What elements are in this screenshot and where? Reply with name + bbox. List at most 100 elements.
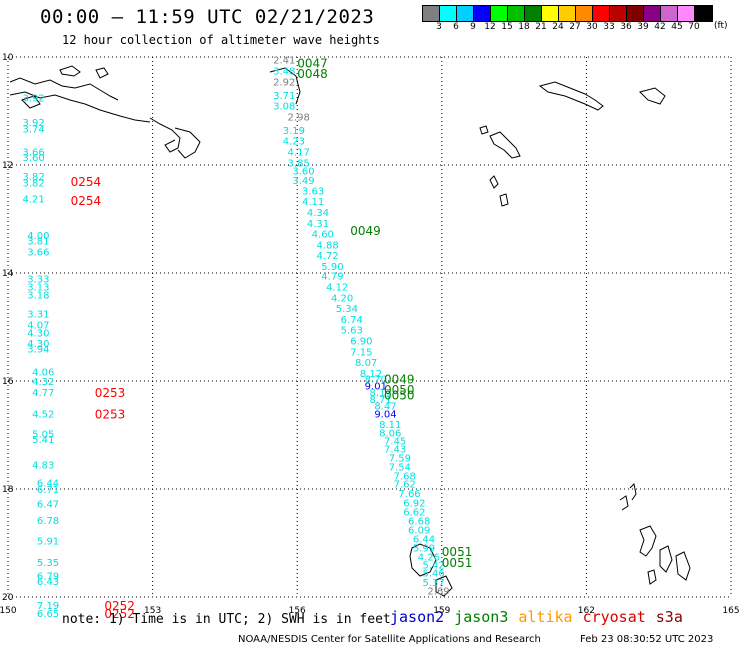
legend-tick-label: 18 (518, 22, 530, 32)
pass-time-label: 0050 (384, 383, 415, 397)
swh-value: 5.42 (423, 561, 445, 572)
swh-value: 3.66 (27, 247, 49, 258)
graticule (7, 56, 732, 598)
legend-tick-label: 12 (484, 22, 496, 32)
legend-tick-label: 15 (501, 22, 513, 32)
swh-value: 8.11 (379, 420, 401, 431)
coastline-segment (629, 482, 637, 501)
coastline-segment (489, 131, 521, 159)
swh-value: 2.41 (273, 56, 295, 67)
swh-value: 4.79 (321, 272, 343, 283)
swh-value: 3.48 (273, 67, 295, 78)
lat-tick-label: 14 (2, 269, 14, 279)
swh-value: 9.04 (374, 409, 396, 420)
coastline-segment (269, 67, 301, 105)
legend-tick-label: 3 (436, 22, 442, 32)
mission-name: altika (518, 608, 573, 626)
legend-swatch (627, 6, 644, 21)
swh-value: 7.45 (384, 436, 406, 447)
swh-value: 6.65 (37, 609, 59, 620)
pass-time-label: 0253 (95, 407, 126, 421)
coastline-segment (647, 569, 657, 585)
swh-value: 4.21 (22, 194, 44, 205)
map-subtitle: 12 hour collection of altimeter wave hei… (62, 33, 380, 47)
swh-value: 4.07 (27, 320, 49, 331)
lon-tick-label: 165 (722, 606, 739, 616)
swh-value: 4.83 (32, 461, 54, 472)
coastline-segment (149, 117, 181, 153)
legend-tick-label: 21 (535, 22, 547, 32)
swh-value: 3.66 (22, 148, 44, 159)
swh-value: 5.34 (336, 304, 358, 315)
swh-value: 4.17 (288, 148, 310, 159)
swh-value: 3.08 (273, 102, 295, 113)
pass-time-label: 0254 (71, 194, 102, 208)
pass-time-label: 0051 (442, 556, 473, 570)
legend-tick-label: 33 (603, 22, 615, 32)
swh-value: 6.44 (413, 535, 435, 546)
swh-value: 6.47 (37, 500, 59, 511)
swh-value: 4.30 (27, 328, 49, 339)
swh-value: 6.79 (37, 571, 59, 582)
coastline-segment (95, 67, 109, 79)
swh-value: 4.23 (283, 137, 305, 148)
swh-value: 4.52 (32, 409, 54, 420)
swh-value: 2.92 (273, 77, 295, 88)
coastline-segment (9, 91, 151, 123)
swh-value: 8.71 (370, 395, 392, 406)
legend-tick-label: 39 (637, 22, 649, 32)
legend-swatch (440, 6, 457, 21)
legend-tick-label: 6 (453, 22, 459, 32)
coastline-segment (21, 95, 41, 109)
coastline-segment (489, 175, 499, 189)
swh-value: 7.19 (37, 601, 59, 612)
swh-value: 5.90 (321, 262, 343, 273)
legend-swatch (644, 6, 661, 21)
axis-tick-labels: 150 153 156 159 162 165 10 12 14 16 18 20 (0, 53, 740, 616)
coastline-segment (409, 543, 437, 577)
coastline-segment (639, 525, 657, 557)
generation-timestamp: Feb 23 08:30:52 UTC 2023 (580, 634, 714, 645)
swh-value: 6.09 (408, 526, 430, 537)
swh-value: 8.17 (370, 388, 392, 399)
swh-value: 5.63 (341, 326, 363, 337)
legend-swatch (423, 6, 440, 21)
mission-name: cryosat (582, 608, 646, 626)
legend-swatch (661, 6, 678, 21)
swh-value: 3.13 (27, 283, 49, 294)
legend-swatch (525, 6, 542, 21)
coastline-segment (59, 65, 81, 77)
swh-value: 3.71 (273, 91, 295, 102)
swh-value: 7.43 (384, 445, 406, 456)
credit-line: NOAA/NESDIS Center for Satellite Applica… (238, 634, 541, 645)
coastline-segment (174, 127, 201, 159)
swh-value: 3.92 (22, 118, 44, 129)
swh-value: 4.06 (32, 367, 54, 378)
swh-value: 4.32 (32, 377, 54, 388)
mission-name: jason2 (390, 608, 445, 626)
legend-swatch (610, 6, 627, 21)
swh-value: 3.60 (22, 153, 44, 164)
swh-value: 4.77 (32, 388, 54, 399)
swh-value: 6.68 (408, 516, 430, 527)
swh-value: 3.94 (27, 345, 49, 356)
swh-value: 3.85 (288, 158, 310, 169)
swh-value: 3.82 (22, 172, 44, 183)
swh-value: 5.91 (37, 536, 59, 547)
legend-swatch (576, 6, 593, 21)
lat-tick-label: 18 (2, 485, 14, 495)
lon-tick-label: 150 (0, 606, 17, 616)
footer-note: note: 1) Time is in UTC; 2) SWH is in fe… (62, 612, 391, 627)
swh-value: 7.54 (389, 462, 411, 473)
swh-value: 6.92 (403, 499, 425, 510)
swh-value: 6.71 (37, 485, 59, 496)
coastline-segment (639, 87, 666, 105)
lat-tick-label: 10 (2, 53, 14, 63)
swh-value: 3.82 (22, 178, 44, 189)
swh-value: 4.26 (418, 553, 440, 564)
legend-swatch (491, 6, 508, 21)
pass-time-label: 0047 (297, 56, 328, 70)
swh-value: 8.07 (355, 358, 377, 369)
swh-value: 3.74 (22, 124, 44, 135)
legend-tick-label: 30 (586, 22, 598, 32)
